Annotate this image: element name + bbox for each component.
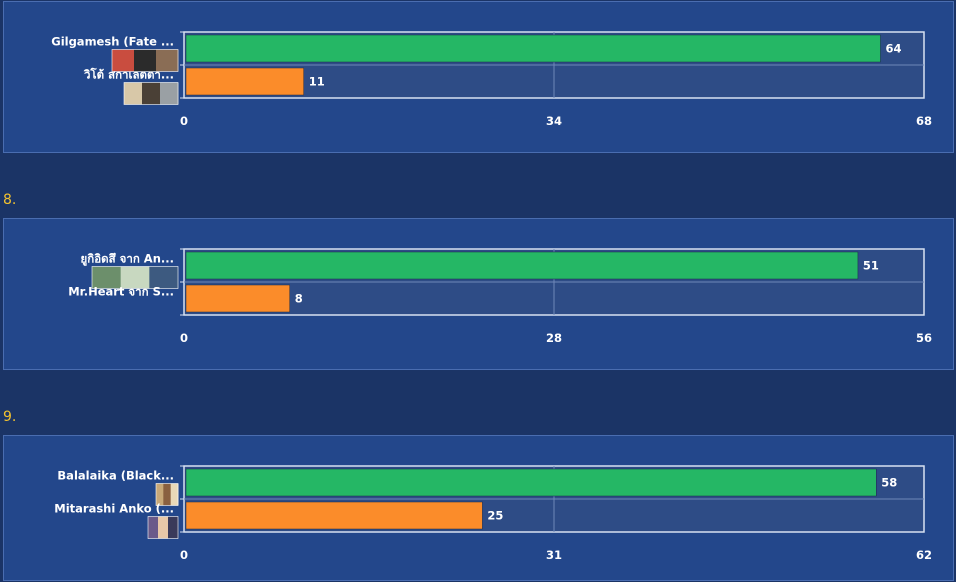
- bar-chart-1: 64 Gilgamesh (Fate ... 11 วิโต้ สกาเลตตา...…: [51, 31, 932, 128]
- character-thumbnail-1: [155, 483, 179, 506]
- data-label-1: 58: [881, 476, 897, 490]
- x-tick-label-3: 56: [916, 331, 932, 345]
- x-tick-label-1: 0: [180, 548, 188, 562]
- category-label-2: วิโต้ สกาเลตตา...: [83, 67, 174, 82]
- data-label-2: 8: [295, 292, 303, 306]
- bar-1: [185, 251, 859, 280]
- data-label-2: 11: [309, 75, 325, 89]
- chart-panel-1: 64 Gilgamesh (Fate ... 11 วิโต้ สกาเลตตา...…: [3, 1, 954, 153]
- x-tick-label-3: 68: [916, 114, 932, 128]
- category-label-1: Gilgamesh (Fate ...: [51, 35, 174, 49]
- bar-1: [185, 34, 881, 63]
- x-tick-label-2: 34: [546, 114, 562, 128]
- bar-2: [185, 501, 483, 530]
- category-label-2: Mr.Heart จาก S...: [68, 285, 174, 299]
- character-thumbnail-1: [91, 266, 179, 289]
- x-tick-label-1: 0: [180, 331, 188, 345]
- bar-chart-2: 51 ยูกิอิดสึ จาก An... 8 Mr.Heart จาก S... 0…: [68, 248, 932, 345]
- bar-chart-3: 58 Balalaika (Black... 25 Mitarashi Anko (.…: [54, 465, 932, 562]
- section-number-8: 8.: [3, 192, 17, 208]
- x-tick-label-1: 0: [180, 114, 188, 128]
- chart-panel-2: 51 ยูกิอิดสึ จาก An... 8 Mr.Heart จาก S... 0…: [3, 218, 954, 370]
- bar-1: [185, 468, 877, 497]
- chart-panel-3: 58 Balalaika (Black... 25 Mitarashi Anko (.…: [3, 435, 954, 581]
- character-thumbnail-2: [123, 82, 179, 105]
- character-thumbnail-1: [111, 49, 179, 72]
- category-label-1: Balalaika (Black...: [57, 469, 174, 483]
- bar-2: [185, 284, 290, 313]
- character-thumbnail-2: [147, 516, 179, 539]
- category-label-2: Mitarashi Anko (...: [54, 502, 174, 516]
- category-label-1: ยูกิอิดสึ จาก An...: [81, 252, 174, 267]
- bar-2: [185, 67, 304, 96]
- x-tick-label-2: 31: [546, 548, 562, 562]
- data-label-2: 25: [487, 509, 503, 523]
- data-label-1: 64: [885, 42, 901, 56]
- section-number-9: 9.: [3, 409, 17, 425]
- data-label-1: 51: [863, 259, 879, 273]
- x-tick-label-3: 62: [916, 548, 932, 562]
- x-tick-label-2: 28: [546, 331, 562, 345]
